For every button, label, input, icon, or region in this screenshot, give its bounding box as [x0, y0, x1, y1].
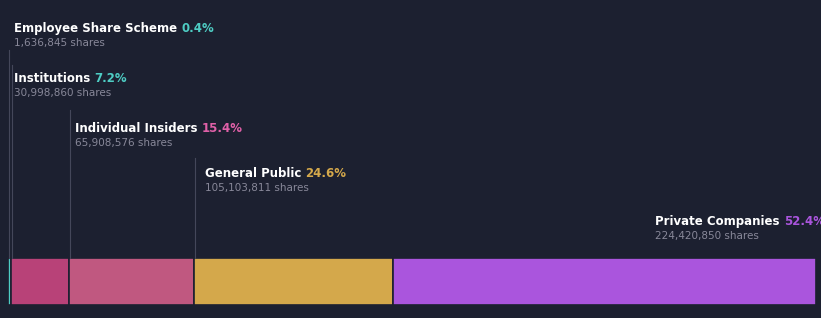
- Text: Institutions: Institutions: [14, 72, 94, 85]
- Text: Private Companies: Private Companies: [655, 215, 783, 228]
- Text: 65,908,576 shares: 65,908,576 shares: [75, 138, 172, 148]
- Text: 52.4%: 52.4%: [783, 215, 821, 228]
- Bar: [8, 258, 11, 305]
- Text: Individual Insiders: Individual Insiders: [75, 122, 202, 135]
- Bar: [392, 258, 816, 305]
- Text: 24.6%: 24.6%: [305, 167, 346, 180]
- Text: 105,103,811 shares: 105,103,811 shares: [205, 183, 309, 193]
- Text: 224,420,850 shares: 224,420,850 shares: [655, 231, 759, 241]
- Text: 15.4%: 15.4%: [202, 122, 243, 135]
- Text: 30,998,860 shares: 30,998,860 shares: [14, 88, 112, 98]
- Bar: [194, 258, 392, 305]
- Bar: [11, 258, 70, 305]
- Text: General Public: General Public: [205, 167, 305, 180]
- Text: 1,636,845 shares: 1,636,845 shares: [14, 38, 105, 48]
- Text: Employee Share Scheme: Employee Share Scheme: [14, 22, 181, 35]
- Text: 0.4%: 0.4%: [181, 22, 214, 35]
- Bar: [70, 258, 194, 305]
- Text: 7.2%: 7.2%: [94, 72, 127, 85]
